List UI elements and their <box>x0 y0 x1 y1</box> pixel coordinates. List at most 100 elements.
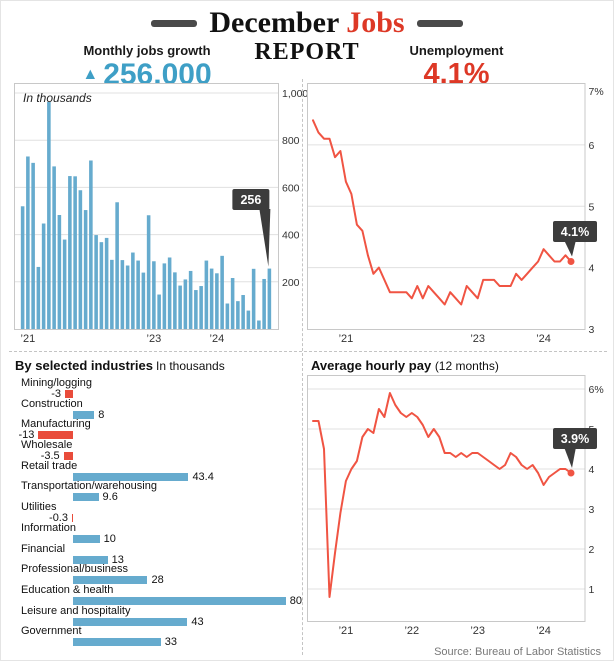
industry-item: Education & health 80 <box>13 583 303 607</box>
industry-bar-row: -0.3 <box>13 512 303 525</box>
bar <box>267 268 272 329</box>
industry-value: 33 <box>164 636 178 649</box>
callout-label: 3.9% <box>561 432 590 446</box>
vertical-divider <box>302 79 303 655</box>
y-axis-tick: 600 <box>282 182 300 194</box>
industry-item: Leisure and hospitality 43 <box>13 604 303 628</box>
y-axis-tick: 800 <box>282 135 300 147</box>
industry-label: Information <box>21 521 77 534</box>
industry-value: -0.3 <box>49 512 68 525</box>
chart-panel <box>307 375 586 622</box>
callout <box>553 428 597 449</box>
industry-label: Financial <box>21 542 66 555</box>
up-triangle-icon: ▲ <box>82 65 99 83</box>
bar <box>83 210 88 329</box>
industry-value: 28 <box>151 574 164 587</box>
hourly-pay-subtitle: (12 months) <box>434 359 499 373</box>
industry-bar-row: 9.6 <box>13 492 303 503</box>
title-rule-left <box>151 19 198 27</box>
hourly-pay-title: Average hourly pay <box>311 358 432 373</box>
x-axis-tick: ’23 <box>147 333 162 345</box>
industry-label: Government <box>21 625 82 638</box>
callout <box>553 221 597 242</box>
industry-item: Construction 8 <box>13 398 303 421</box>
bar <box>68 176 72 329</box>
source-note: Source: Bureau of Labor Statistics <box>434 646 601 658</box>
industry-value: 43 <box>191 615 204 628</box>
industry-label: Education & health <box>21 583 114 596</box>
endpoint-dot <box>567 469 575 477</box>
industry-item: Wholesale -3.5 <box>13 439 303 462</box>
industry-bar-row: 10 <box>13 533 303 544</box>
industry-item: Retail trade 43.4 <box>13 459 303 483</box>
industry-bar <box>73 596 286 605</box>
industry-bar <box>73 472 189 481</box>
y-axis-tick: 3 <box>589 324 595 336</box>
bar <box>251 268 256 329</box>
x-axis-tick: ’21 <box>21 333 36 345</box>
bar <box>220 255 224 329</box>
bar <box>94 235 98 329</box>
bar <box>115 202 119 329</box>
y-axis-tick: 4 <box>589 464 595 476</box>
industry-label: Utilities <box>21 501 57 514</box>
bar <box>36 266 41 329</box>
bar <box>73 176 77 329</box>
industry-bar <box>73 410 95 419</box>
x-axis-tick: ’24 <box>210 333 225 345</box>
bar <box>167 257 172 329</box>
industry-value: 8 <box>98 408 105 421</box>
y-axis-tick: 200 <box>282 277 300 289</box>
industry-bar-row: 28 <box>13 574 303 587</box>
bar <box>241 295 245 329</box>
title-jobs: Jobs <box>346 6 405 39</box>
industry-value: -13 <box>18 429 35 442</box>
title-rule-right <box>416 19 463 27</box>
bar <box>152 261 156 329</box>
y-axis-tick: 1,000 <box>282 88 308 100</box>
bar <box>199 286 203 329</box>
industry-label: Wholesale <box>21 439 73 452</box>
bar <box>31 162 35 329</box>
bar <box>141 272 146 329</box>
industry-value: 43.4 <box>192 470 214 483</box>
industry-value: 80 <box>289 594 303 607</box>
industry-bar-row: 33 <box>13 636 303 649</box>
bar <box>26 156 30 329</box>
hourly-pay-chart: 6%54321’21’22’23’243.9% <box>307 375 604 637</box>
bar <box>104 237 109 329</box>
hourly-pay-header: Average hourly pay (12 months) <box>311 358 499 373</box>
x-axis-tick: ’24 <box>536 625 551 637</box>
industry-bar-row: 13 <box>13 554 303 565</box>
trend-line <box>312 392 572 598</box>
y-axis-tick: 4 <box>589 263 595 275</box>
x-axis-tick: ’21 <box>339 333 354 345</box>
callout-tail <box>564 447 576 468</box>
title-december: December <box>209 6 339 39</box>
bar <box>20 206 25 329</box>
industry-bar-row: 43.4 <box>13 470 303 483</box>
industry-label: Retail trade <box>21 459 78 472</box>
bar <box>157 294 161 329</box>
industry-item: Utilities -0.3 <box>13 501 303 525</box>
bar <box>146 215 151 329</box>
callout-label: 4.1% <box>561 225 590 239</box>
industry-bar <box>73 617 188 626</box>
bar <box>89 160 93 329</box>
callout-tail <box>564 240 576 257</box>
callout-tail <box>259 209 271 267</box>
bar <box>78 190 83 329</box>
bar <box>188 270 193 329</box>
x-axis-tick: ’22 <box>404 625 419 637</box>
bar <box>120 260 125 329</box>
bar <box>162 263 167 329</box>
industry-label: Leisure and hospitality <box>21 604 131 617</box>
bar <box>41 223 46 329</box>
industry-value: -3 <box>51 388 62 400</box>
industry-bar <box>63 452 73 461</box>
industry-bar <box>73 534 100 543</box>
industry-label: Professional/business <box>21 563 129 576</box>
bar <box>257 320 261 329</box>
industry-bar <box>73 493 99 502</box>
